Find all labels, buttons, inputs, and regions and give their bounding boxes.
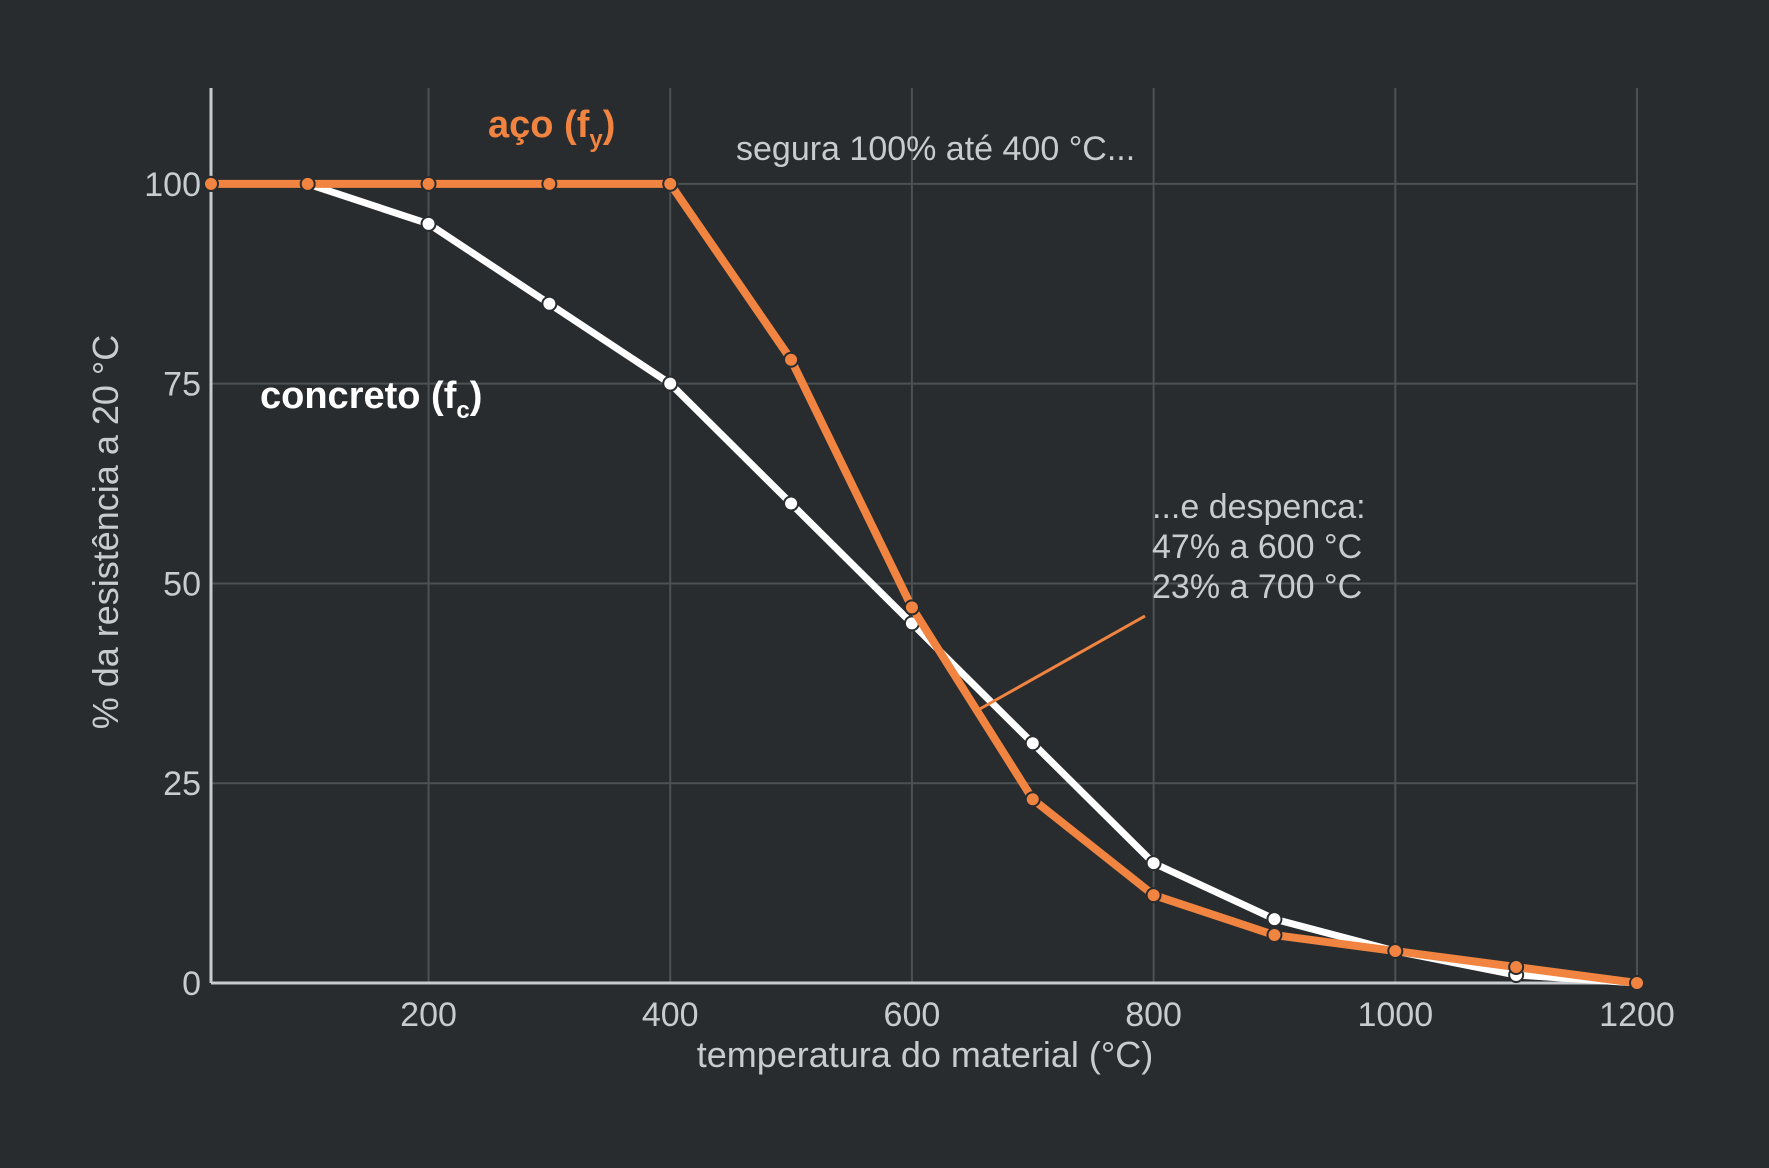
y-tick-label: 75	[163, 366, 201, 404]
data-point	[541, 295, 558, 312]
y-tick-label: 100	[144, 166, 201, 204]
tick-labels: 200 400 600 800 1000 1200 0 25 50 75 100	[144, 166, 1675, 1034]
data-point	[662, 175, 679, 192]
annotation-hold: segura 100% até 400 °C...	[736, 130, 1135, 168]
data-point	[420, 175, 437, 192]
y-tick-label: 50	[163, 565, 201, 603]
series-layer	[203, 175, 1645, 991]
annotation-drop: ...e despenca: 47% a 600 °C 23% a 700 °C	[1152, 488, 1375, 606]
data-point	[1145, 887, 1162, 904]
x-tick-label: 600	[884, 996, 941, 1034]
data-point	[1629, 975, 1645, 991]
data-point	[1024, 791, 1041, 808]
y-axis-title: % da resistência a 20 °C	[85, 335, 126, 730]
data-point	[783, 495, 800, 512]
series-label-concreto: concreto (fc)	[260, 375, 482, 424]
data-point	[1266, 927, 1283, 944]
series-label-concreto-sub: c	[456, 397, 469, 424]
data-point	[1145, 855, 1162, 872]
series-label-aco-end: )	[603, 104, 616, 146]
annotation-drop-arrow	[977, 614, 1146, 712]
x-tick-label: 400	[642, 996, 699, 1034]
data-point	[662, 375, 679, 392]
x-tick-label: 1000	[1357, 996, 1433, 1034]
grid	[211, 88, 1638, 983]
data-point	[1508, 959, 1525, 976]
series-label-aco-sub: y	[589, 126, 603, 153]
axes	[209, 88, 1637, 985]
y-tick-label: 0	[182, 965, 201, 1003]
annotation-drop-line-1: ...e despenca:	[1152, 488, 1366, 526]
data-point	[541, 175, 558, 192]
data-point	[903, 599, 920, 616]
annotation-drop-line-2: 47% a 600 °C	[1152, 528, 1362, 566]
series-label-aco-main: aço (f	[488, 104, 590, 146]
data-point	[420, 215, 437, 232]
x-tick-label: 200	[400, 996, 457, 1034]
annotation-drop-line-3: 23% a 700 °C	[1152, 568, 1362, 606]
series-label-concreto-main: concreto (f	[260, 375, 457, 417]
data-point	[1387, 943, 1404, 960]
series-label-concreto-end: )	[470, 375, 483, 417]
series-label-aco: aço (fy)	[488, 104, 615, 153]
x-tick-label: 1200	[1599, 996, 1675, 1034]
x-axis-title: temperatura do material (°C)	[697, 1034, 1154, 1075]
data-point	[299, 175, 316, 192]
data-point	[1024, 735, 1041, 752]
y-tick-label: 25	[163, 765, 201, 803]
x-tick-label: 800	[1125, 996, 1182, 1034]
data-point	[203, 175, 219, 192]
data-point	[783, 351, 800, 368]
data-point	[1266, 911, 1283, 928]
series-aco	[203, 175, 1645, 991]
